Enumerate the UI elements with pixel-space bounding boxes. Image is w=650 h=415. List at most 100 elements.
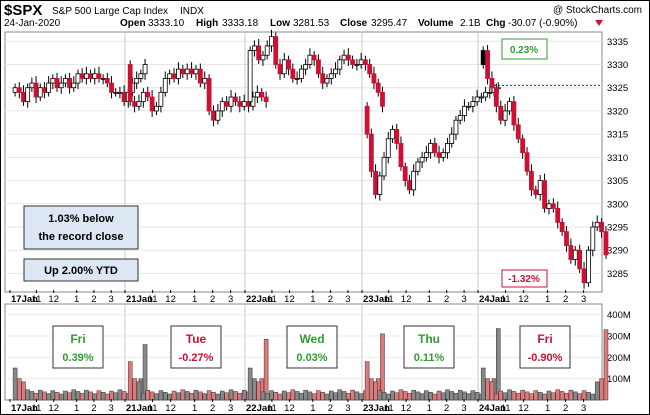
volume-bar: [586, 392, 591, 401]
candle-body: [498, 105, 504, 121]
candle-body: [83, 73, 89, 79]
volume-bar: [58, 393, 64, 401]
volume-bar: [247, 367, 253, 401]
candle-body: [480, 50, 486, 65]
candle-body: [381, 156, 387, 177]
volume-bar: [502, 392, 508, 401]
candle-body: [440, 152, 446, 158]
x-hour-label: 11: [32, 403, 42, 414]
ohlc-summary: Open 3333.10 High 3333.18 Low 3281.53 Cl…: [120, 18, 603, 29]
x-date-label: 24Jan: [479, 294, 506, 305]
volume-bar: [551, 392, 556, 401]
volume-panel: 100M 200M 300M 400M Fri 0.39% Tue -0.27% Wed 0.0…: [4, 303, 631, 401]
volume-bar: [511, 391, 517, 401]
candle-body: [368, 133, 374, 172]
x-hour-label: 2: [91, 294, 96, 305]
volume-bar: [290, 389, 296, 401]
candle-body: [333, 68, 338, 75]
candle-body: [88, 73, 93, 79]
x-hour-label: 11: [267, 403, 277, 414]
volume-bar: [380, 333, 385, 401]
candle-body: [42, 87, 47, 93]
x-hour-label: 12: [48, 294, 59, 305]
x-hour-label: 12: [284, 294, 295, 305]
record-note-box: [23, 205, 139, 250]
candle-body: [320, 73, 326, 84]
candle-body: [259, 91, 265, 98]
x-hour-label: 1: [310, 403, 315, 414]
candle-body: [263, 96, 269, 103]
day-change-box: [52, 325, 104, 369]
candle-body: [127, 64, 133, 103]
candle-body: [206, 78, 212, 112]
volume-bar: [252, 378, 257, 401]
down-arrow-icon: [595, 20, 603, 26]
candle-body: [489, 78, 495, 89]
candle-body: [436, 152, 442, 158]
candle-body: [197, 68, 203, 84]
volume-bar: [149, 391, 155, 401]
candle-body: [290, 68, 296, 79]
candle-body: [415, 161, 421, 172]
volume-tick-label: 100M: [607, 374, 631, 385]
x-hour-label: 12: [48, 403, 59, 414]
volume-bar: [394, 392, 399, 401]
volume-bar: [256, 381, 261, 401]
volume-bar: [46, 393, 51, 401]
candle-body: [550, 203, 556, 209]
volume-bar: [377, 390, 383, 401]
candle-body: [79, 73, 85, 79]
volume-bar: [113, 392, 118, 401]
volume-bar: [42, 391, 47, 401]
candle-body: [394, 129, 400, 144]
candle-body: [29, 82, 35, 89]
candle-body: [478, 96, 484, 99]
candle-body: [286, 59, 291, 70]
candle-body: [264, 45, 270, 56]
volume-bar: [171, 390, 177, 401]
volume-bar: [542, 393, 547, 401]
volume-bar: [21, 381, 26, 401]
candle-body: [136, 101, 142, 107]
volume-bar: [311, 393, 317, 401]
gain-badge-box: [501, 38, 548, 60]
day-change-pct: 0.03%: [296, 352, 327, 364]
candle-body: [121, 91, 127, 103]
x-hour-label: 1: [74, 294, 79, 305]
x-hour-label: 2: [210, 403, 215, 414]
price-panel: 3285 3290 3295 3300 3305 3310 3315 3320 3325 3330…: [4, 29, 628, 293]
x-hour-label: 1: [310, 294, 315, 305]
x-hour-label: 3: [228, 403, 233, 414]
price-tick-label: 3290: [607, 246, 628, 257]
gain-badge: 0.23%: [510, 45, 538, 56]
volume-bar: [263, 338, 269, 401]
volume-bar: [402, 391, 408, 401]
candle-body: [373, 170, 378, 195]
candle-body: [487, 91, 493, 94]
volume-bar: [564, 392, 569, 401]
candle-body: [337, 59, 343, 70]
volume-bar: [132, 378, 137, 401]
candle-body: [145, 91, 151, 98]
candle-body: [537, 180, 543, 195]
candle-body: [590, 226, 596, 251]
candle-body: [363, 59, 368, 65]
candle-body: [470, 101, 476, 107]
volume-bar: [568, 389, 574, 401]
candle-body: [411, 170, 417, 191]
price-tick-label: 3305: [607, 176, 628, 187]
volume-bar: [453, 392, 459, 401]
volume-bar: [520, 389, 525, 401]
candle-body: [277, 64, 283, 75]
x-hour-label: 11: [501, 403, 511, 414]
volume-bar: [364, 361, 370, 401]
x-hour-label: 1: [192, 294, 197, 305]
volume-bar: [457, 389, 463, 401]
volume-bar: [358, 393, 364, 401]
candle-body: [599, 221, 604, 233]
volume-bar: [546, 390, 552, 401]
volume-bar: [105, 393, 110, 401]
candle-body: [380, 91, 385, 107]
volume-bar: [273, 392, 278, 401]
candle-body: [260, 54, 266, 61]
